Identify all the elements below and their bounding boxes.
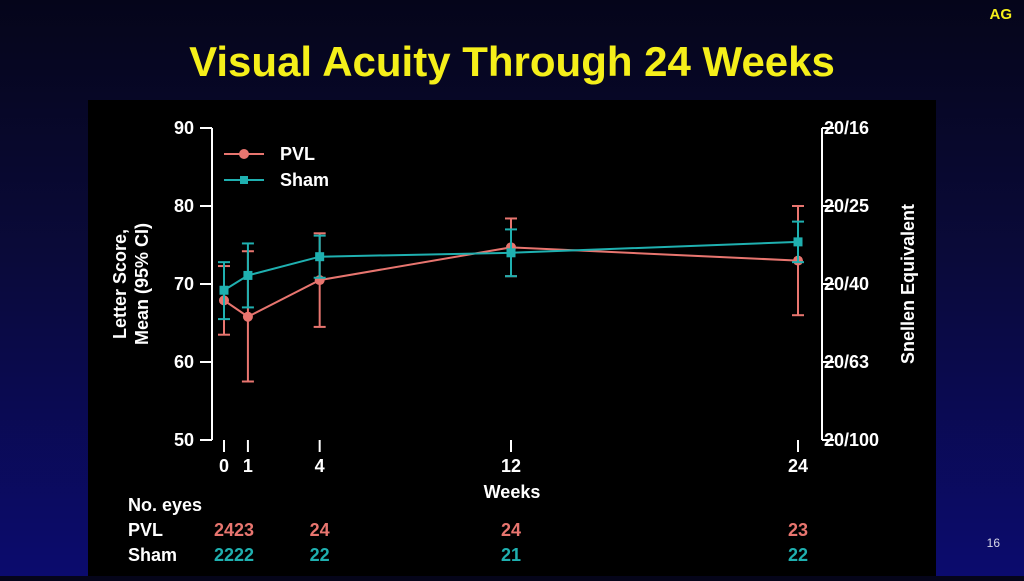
y-tick-label: 60 [174, 352, 194, 372]
corner-tag: AG [989, 6, 1013, 23]
y2-tick-label: 20/40 [824, 274, 869, 294]
axis-ticks: 50 60 70 80 90 20/100 20/63 20/40 20/25 20/16 0 1 4 1… [174, 118, 879, 476]
legend-sham-marker [240, 176, 248, 184]
legend-pvl-label: PVL [280, 144, 315, 164]
slide-title: Visual Acuity Through 24 Weeks [189, 38, 835, 85]
sham-count: 22 [310, 545, 330, 565]
x-tick-label: 0 [219, 456, 229, 476]
x-tick-label: 12 [501, 456, 521, 476]
counts-row-label-sham: Sham [128, 545, 177, 565]
y-tick-label: 70 [174, 274, 194, 294]
sham-point [315, 252, 325, 262]
legend-pvl-marker [239, 149, 249, 159]
sham-count: 22 [788, 545, 808, 565]
y2-axis-title: Snellen Equivalent [898, 204, 918, 364]
sham-point [243, 270, 253, 280]
legend-sham-label: Sham [280, 170, 329, 190]
pvl-count: 23 [234, 520, 254, 540]
pvl-count: 24 [214, 520, 234, 540]
y2-tick-label: 20/63 [824, 352, 869, 372]
counts-header: No. eyes [128, 495, 202, 515]
y-tick-label: 90 [174, 118, 194, 138]
legend: PVL Sham [224, 144, 329, 190]
y2-tick-label: 20/100 [824, 430, 879, 450]
chart-panel: 50 60 70 80 90 20/100 20/63 20/40 20/25 20/16 0 1 4 1… [88, 100, 936, 576]
page-number: 16 [986, 536, 1000, 550]
sham-count: 22 [234, 545, 254, 565]
y-tick-label: 80 [174, 196, 194, 216]
sham-point [506, 248, 516, 258]
y-tick-label: 50 [174, 430, 194, 450]
y2-tick-label: 20/25 [824, 196, 869, 216]
x-tick-label: 24 [788, 456, 808, 476]
y2-tick-label: 20/16 [824, 118, 869, 138]
sham-count: 22 [214, 545, 234, 565]
y-axis-title-line1: Letter Score, [110, 229, 130, 339]
sham-point [793, 237, 803, 247]
sham-point [219, 285, 229, 295]
counts-row-label-pvl: PVL [128, 520, 163, 540]
pvl-count: 24 [310, 520, 330, 540]
y-axis-title-line2: Mean (95% CI) [132, 223, 152, 345]
pvl-count: 24 [501, 520, 521, 540]
x-axis-title: Weeks [484, 482, 541, 502]
sham-count: 21 [501, 545, 521, 565]
plot-marks [218, 205, 804, 383]
x-tick-label: 1 [243, 456, 253, 476]
pvl-point [242, 311, 253, 322]
x-tick-label: 4 [315, 456, 325, 476]
chart-svg: 50 60 70 80 90 20/100 20/63 20/40 20/25 20/16 0 1 4 1… [110, 118, 918, 565]
pvl-count: 23 [788, 520, 808, 540]
